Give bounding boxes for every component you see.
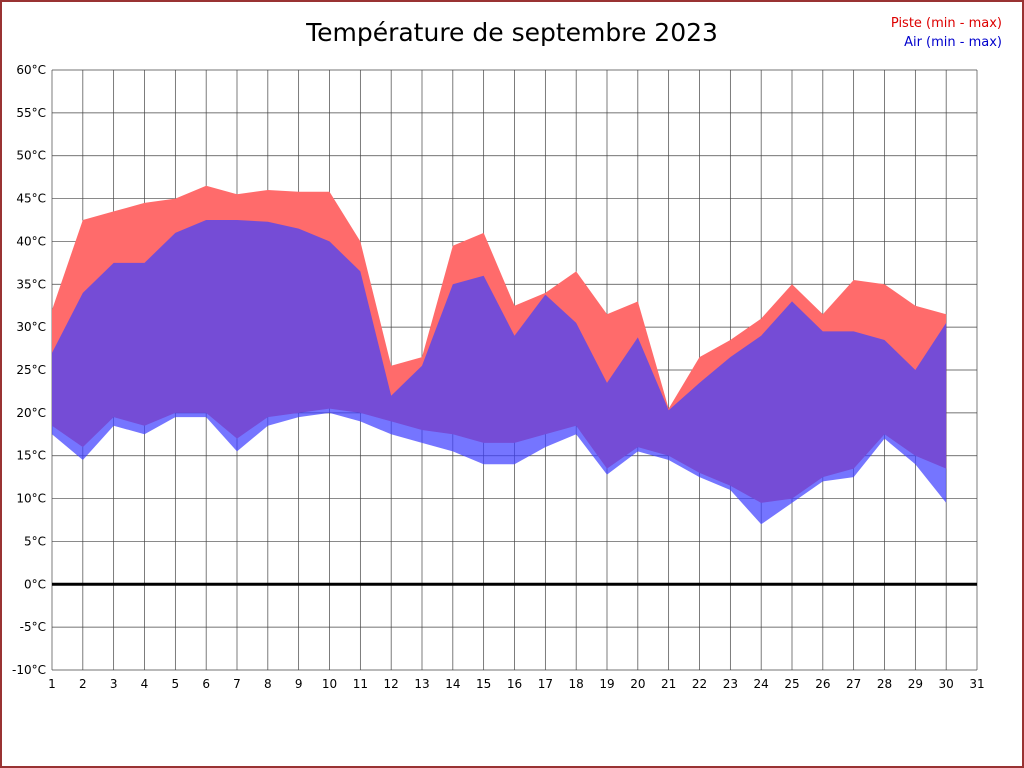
x-tick-label: 3 — [110, 677, 118, 691]
y-tick-label: 25°C — [16, 363, 46, 377]
y-tick-label: 40°C — [16, 234, 46, 248]
y-tick-label: -10°C — [12, 663, 46, 677]
x-tick-label: 9 — [295, 677, 303, 691]
y-tick-label: 60°C — [16, 63, 46, 77]
x-tick-label: 11 — [353, 677, 368, 691]
x-tick-label: 26 — [815, 677, 830, 691]
x-tick-label: 20 — [630, 677, 645, 691]
chart-title: Température de septembre 2023 — [306, 18, 718, 47]
y-tick-label: 15°C — [16, 449, 46, 463]
x-tick-label: 14 — [445, 677, 460, 691]
x-tick-label: 6 — [202, 677, 210, 691]
chart-legend: Piste (min - max) Air (min - max) — [891, 14, 1002, 52]
x-tick-label: 22 — [692, 677, 707, 691]
x-tick-label: 1 — [48, 677, 56, 691]
x-tick-label: 23 — [723, 677, 738, 691]
x-tick-label: 28 — [877, 677, 892, 691]
y-tick-label: 5°C — [24, 534, 46, 548]
air-band — [52, 220, 947, 525]
y-tick-label: 10°C — [16, 492, 46, 506]
x-tick-label: 4 — [141, 677, 149, 691]
x-tick-label: 15 — [476, 677, 491, 691]
x-tick-label: 10 — [322, 677, 337, 691]
x-tick-label: 31 — [969, 677, 984, 691]
y-tick-label: -5°C — [20, 620, 46, 634]
x-tick-label: 5 — [172, 677, 180, 691]
y-tick-label: 35°C — [16, 277, 46, 291]
x-tick-label: 13 — [414, 677, 429, 691]
x-tick-label: 21 — [661, 677, 676, 691]
x-tick-label: 29 — [908, 677, 923, 691]
x-tick-label: 19 — [599, 677, 614, 691]
x-tick-label: 30 — [939, 677, 954, 691]
y-tick-label: 45°C — [16, 192, 46, 206]
y-tick-label: 55°C — [16, 106, 46, 120]
x-tick-label: 12 — [384, 677, 399, 691]
y-tick-label: 0°C — [24, 577, 46, 591]
legend-piste-label: Piste (min - max) — [890, 16, 1002, 31]
x-tick-label: 16 — [507, 677, 522, 691]
x-tick-label: 17 — [538, 677, 553, 691]
x-tick-label: 25 — [784, 677, 799, 691]
x-tick-label: 27 — [846, 677, 861, 691]
y-tick-label: 30°C — [16, 320, 46, 334]
legend-air-label: Air (min - max) — [904, 35, 1002, 50]
x-tick-label: 24 — [754, 677, 769, 691]
y-tick-label: 20°C — [16, 406, 46, 420]
x-tick-label: 18 — [569, 677, 584, 691]
y-tick-label: 50°C — [16, 149, 46, 163]
tick-labels: -10°C -5°C 0°C 5°C 10°C 15°C 20°C 25°C 30°C 35°C 4… — [12, 63, 985, 691]
x-tick-label: 8 — [264, 677, 272, 691]
x-tick-label: 2 — [79, 677, 87, 691]
x-tick-label: 7 — [233, 677, 241, 691]
